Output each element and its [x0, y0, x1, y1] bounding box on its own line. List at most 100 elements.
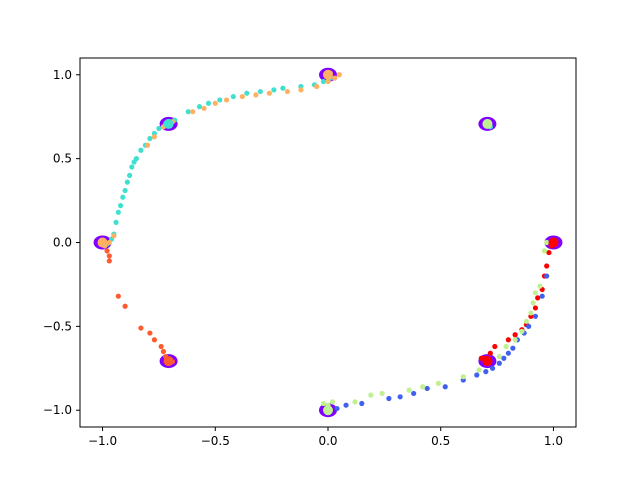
data-point	[196, 104, 203, 110]
data-point	[122, 187, 128, 194]
y-tick-label: −1.0	[43, 403, 72, 417]
data-point	[535, 295, 541, 301]
data-point	[379, 390, 385, 397]
data-point	[314, 83, 320, 90]
data-point	[217, 97, 223, 103]
data-point	[156, 125, 162, 132]
data-point	[474, 372, 480, 378]
data-point	[271, 87, 277, 93]
data-point	[352, 399, 358, 405]
data-point	[138, 147, 144, 153]
data-point	[544, 273, 550, 279]
data-point	[503, 343, 509, 350]
data-point	[528, 310, 534, 316]
y-tick-label: 1.0	[53, 68, 72, 82]
data-point	[115, 293, 121, 299]
data-point	[411, 390, 417, 397]
x-tick-label: 0.5	[431, 434, 450, 448]
data-point	[298, 87, 304, 93]
data-point	[111, 233, 117, 239]
data-point	[106, 253, 112, 259]
cluster-core	[482, 118, 493, 129]
data-point	[539, 293, 545, 299]
data-point	[151, 337, 157, 343]
data-point	[492, 343, 498, 350]
data-point	[120, 194, 126, 200]
data-point	[106, 239, 112, 246]
data-point	[284, 88, 291, 95]
data-point	[113, 219, 119, 225]
cluster-core	[163, 356, 174, 367]
cluster-core	[323, 405, 333, 416]
data-point	[239, 93, 245, 100]
plot-frame	[79, 57, 577, 428]
data-point	[266, 90, 272, 96]
cluster-core	[163, 118, 174, 129]
data-point	[325, 78, 331, 85]
data-point	[320, 400, 327, 407]
data-point	[320, 78, 327, 85]
data-point	[496, 360, 502, 366]
data-point	[530, 300, 536, 306]
cluster-core	[323, 69, 333, 80]
x-tick-label: 1.0	[544, 434, 563, 448]
data-point	[532, 313, 539, 319]
data-point	[190, 109, 196, 115]
data-point	[115, 209, 121, 215]
data-point	[501, 355, 507, 361]
data-point	[129, 164, 135, 170]
cluster-core	[548, 237, 559, 248]
data-point	[537, 283, 543, 289]
data-point	[158, 343, 164, 350]
data-point	[359, 400, 365, 407]
data-point	[332, 75, 338, 81]
data-point	[160, 348, 167, 355]
data-point	[145, 142, 151, 148]
data-point	[253, 92, 259, 98]
data-point	[151, 134, 157, 140]
data-point	[526, 323, 532, 329]
data-point	[257, 88, 263, 95]
data-point	[519, 328, 525, 334]
data-point	[133, 156, 139, 162]
data-point	[201, 105, 207, 111]
data-point	[476, 367, 482, 373]
data-point	[122, 303, 128, 309]
x-tick-label: −0.5	[201, 434, 230, 448]
data-point	[185, 109, 191, 115]
data-point	[435, 380, 442, 386]
data-point	[147, 330, 153, 336]
data-point	[460, 374, 466, 380]
data-point	[541, 248, 548, 254]
data-point	[523, 318, 530, 324]
data-point	[244, 90, 250, 96]
data-point	[487, 350, 493, 356]
data-point	[397, 394, 403, 400]
data-point	[512, 337, 518, 343]
data-point	[505, 337, 511, 343]
data-point	[510, 345, 516, 351]
data-point	[106, 258, 112, 264]
y-tick-label: 0.5	[53, 152, 72, 166]
data-point	[406, 387, 412, 393]
data-point	[424, 385, 430, 392]
data-point	[544, 239, 550, 246]
data-point	[334, 405, 340, 412]
data-point	[280, 85, 286, 91]
data-point	[505, 350, 511, 356]
data-point	[544, 263, 550, 269]
y-tick-label: −0.5	[43, 319, 72, 333]
data-point	[489, 365, 496, 371]
data-point	[496, 353, 502, 360]
data-point	[127, 172, 133, 179]
data-point	[117, 203, 124, 209]
data-point	[205, 100, 212, 106]
data-point	[147, 135, 153, 142]
data-point	[230, 93, 236, 100]
data-point	[343, 402, 349, 408]
data-point	[483, 369, 489, 375]
data-point	[478, 355, 484, 361]
x-tick-label: 0.0	[318, 434, 337, 448]
